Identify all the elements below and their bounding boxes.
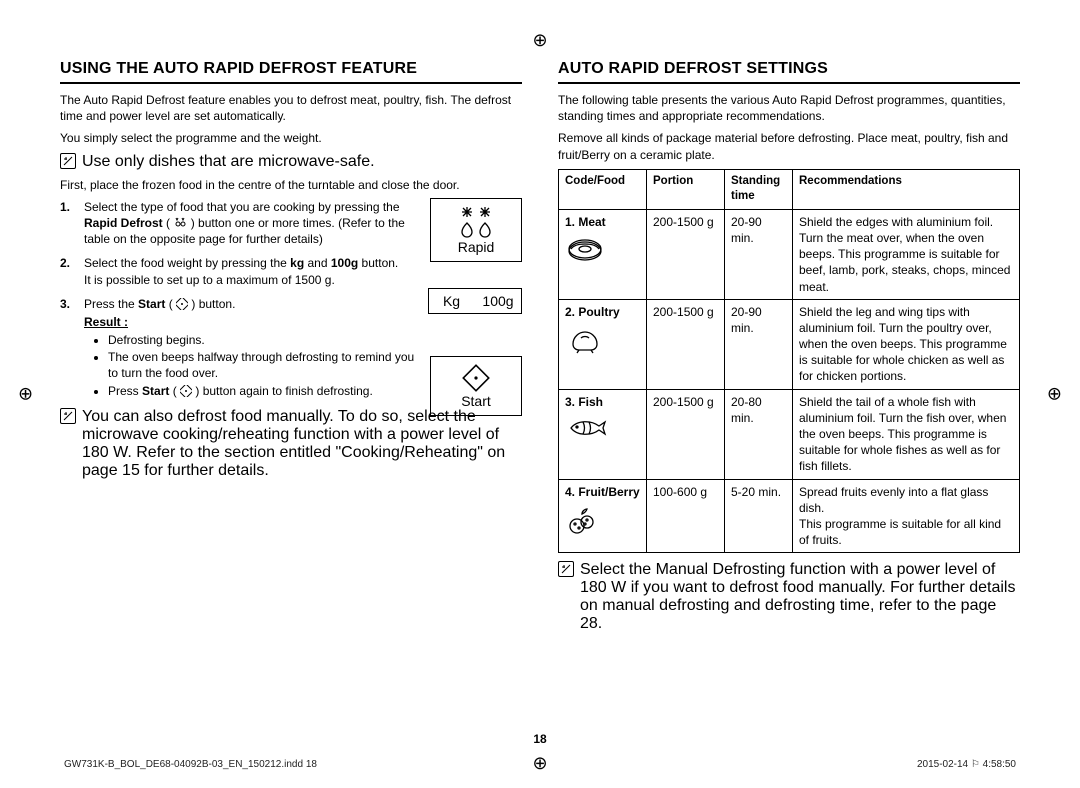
bullet3: Press Start ( ) button again to finish d… [108,383,426,399]
left-column: USING THE AUTO RAPID DEFROST FEATURE The… [60,60,522,639]
th-portion: Portion [647,169,725,209]
cell-portion: 200-1500 g [647,209,725,299]
left-intro1: The Auto Rapid Defrost feature enables y… [60,92,522,124]
kg-100g-box: Kg 100g [428,288,522,314]
cell-recommendation: Spread fruits evenly into a flat glass d… [793,479,1020,553]
cell-portion: 100-600 g [647,479,725,553]
cell-food: 2. Poultry [559,299,647,389]
footer-left: GW731K-B_BOL_DE68-04092B-03_EN_150212.in… [64,759,317,770]
table-row: 1. Meat200-1500 g20-90 min.Shield the ed… [559,209,1020,299]
result-label: Result : [84,314,128,330]
left-heading: USING THE AUTO RAPID DEFROST FEATURE [60,60,522,84]
cell-recommendation: Shield the leg and wing tips with alumin… [793,299,1020,389]
rapid-button-box: Rapid [430,198,522,262]
note-icon [60,408,76,424]
start-button-box: Start [430,356,522,416]
cell-standing: 20-90 min. [725,209,793,299]
cell-portion: 200-1500 g [647,299,725,389]
note-icon [60,153,76,169]
cell-standing: 20-90 min. [725,299,793,389]
note-manual-180w: Select the Manual Defrosting function wi… [558,561,1020,633]
th-code-food: Code/Food [559,169,647,209]
left-intro2: You simply select the programme and the … [60,130,522,146]
cell-portion: 200-1500 g [647,389,725,479]
step-number: 1. [60,199,78,215]
right-heading: AUTO RAPID DEFROST SETTINGS [558,60,1020,84]
table-row: 2. Poultry200-1500 g20-90 min.Shield the… [559,299,1020,389]
cell-standing: 20-80 min. [725,389,793,479]
bullet1: Defrosting begins. [108,332,426,348]
cell-recommendation: Shield the edges with aluminium foil. Tu… [793,209,1020,299]
cell-food: 3. Fish [559,389,647,479]
table-row: 3. Fish200-1500 g20-80 min.Shield the ta… [559,389,1020,479]
right-intro2: Remove all kinds of package material bef… [558,130,1020,162]
snowflake-drops-icon [453,205,499,239]
rapid-label: Rapid [458,239,495,255]
note-microwave-safe: Use only dishes that are microwave-safe. [60,153,522,171]
cell-standing: 5-20 min. [725,479,793,553]
note2-text: You can also defrost food manually. To d… [82,408,522,480]
table-row: 4. Fruit/Berry100-600 g5-20 min.Spread f… [559,479,1020,553]
left-intro3: First, place the frozen food in the cent… [60,177,522,193]
cell-food: 1. Meat [559,209,647,299]
bullet2: The oven beeps halfway through defrostin… [108,349,426,381]
th-recommendations: Recommendations [793,169,1020,209]
cell-food: 4. Fruit/Berry [559,479,647,553]
step-number: 3. [60,296,78,312]
kg-label: Kg [429,289,475,313]
g100-label: 100g [475,289,521,313]
start-label: Start [461,393,491,409]
defrost-table: Code/Food Portion Standing time Recommen… [558,169,1020,554]
page: USING THE AUTO RAPID DEFROST FEATURE The… [0,0,1080,788]
start-diamond-icon [461,363,491,393]
note3-text: Select the Manual Defrosting function wi… [580,561,1020,633]
note-icon [558,561,574,577]
cell-recommendation: Shield the tail of a whole fish with alu… [793,389,1020,479]
page-number: 18 [0,732,1080,746]
footer-right: 2015-02-14 ⚐ 4:58:50 [917,759,1016,770]
right-intro1: The following table presents the various… [558,92,1020,124]
note-manual-defrost: You can also defrost food manually. To d… [60,408,522,480]
th-standing: Standing time [725,169,793,209]
right-column: AUTO RAPID DEFROST SETTINGS The followin… [558,60,1020,639]
note1-text: Use only dishes that are microwave-safe. [82,153,375,171]
step-number: 2. [60,255,78,271]
